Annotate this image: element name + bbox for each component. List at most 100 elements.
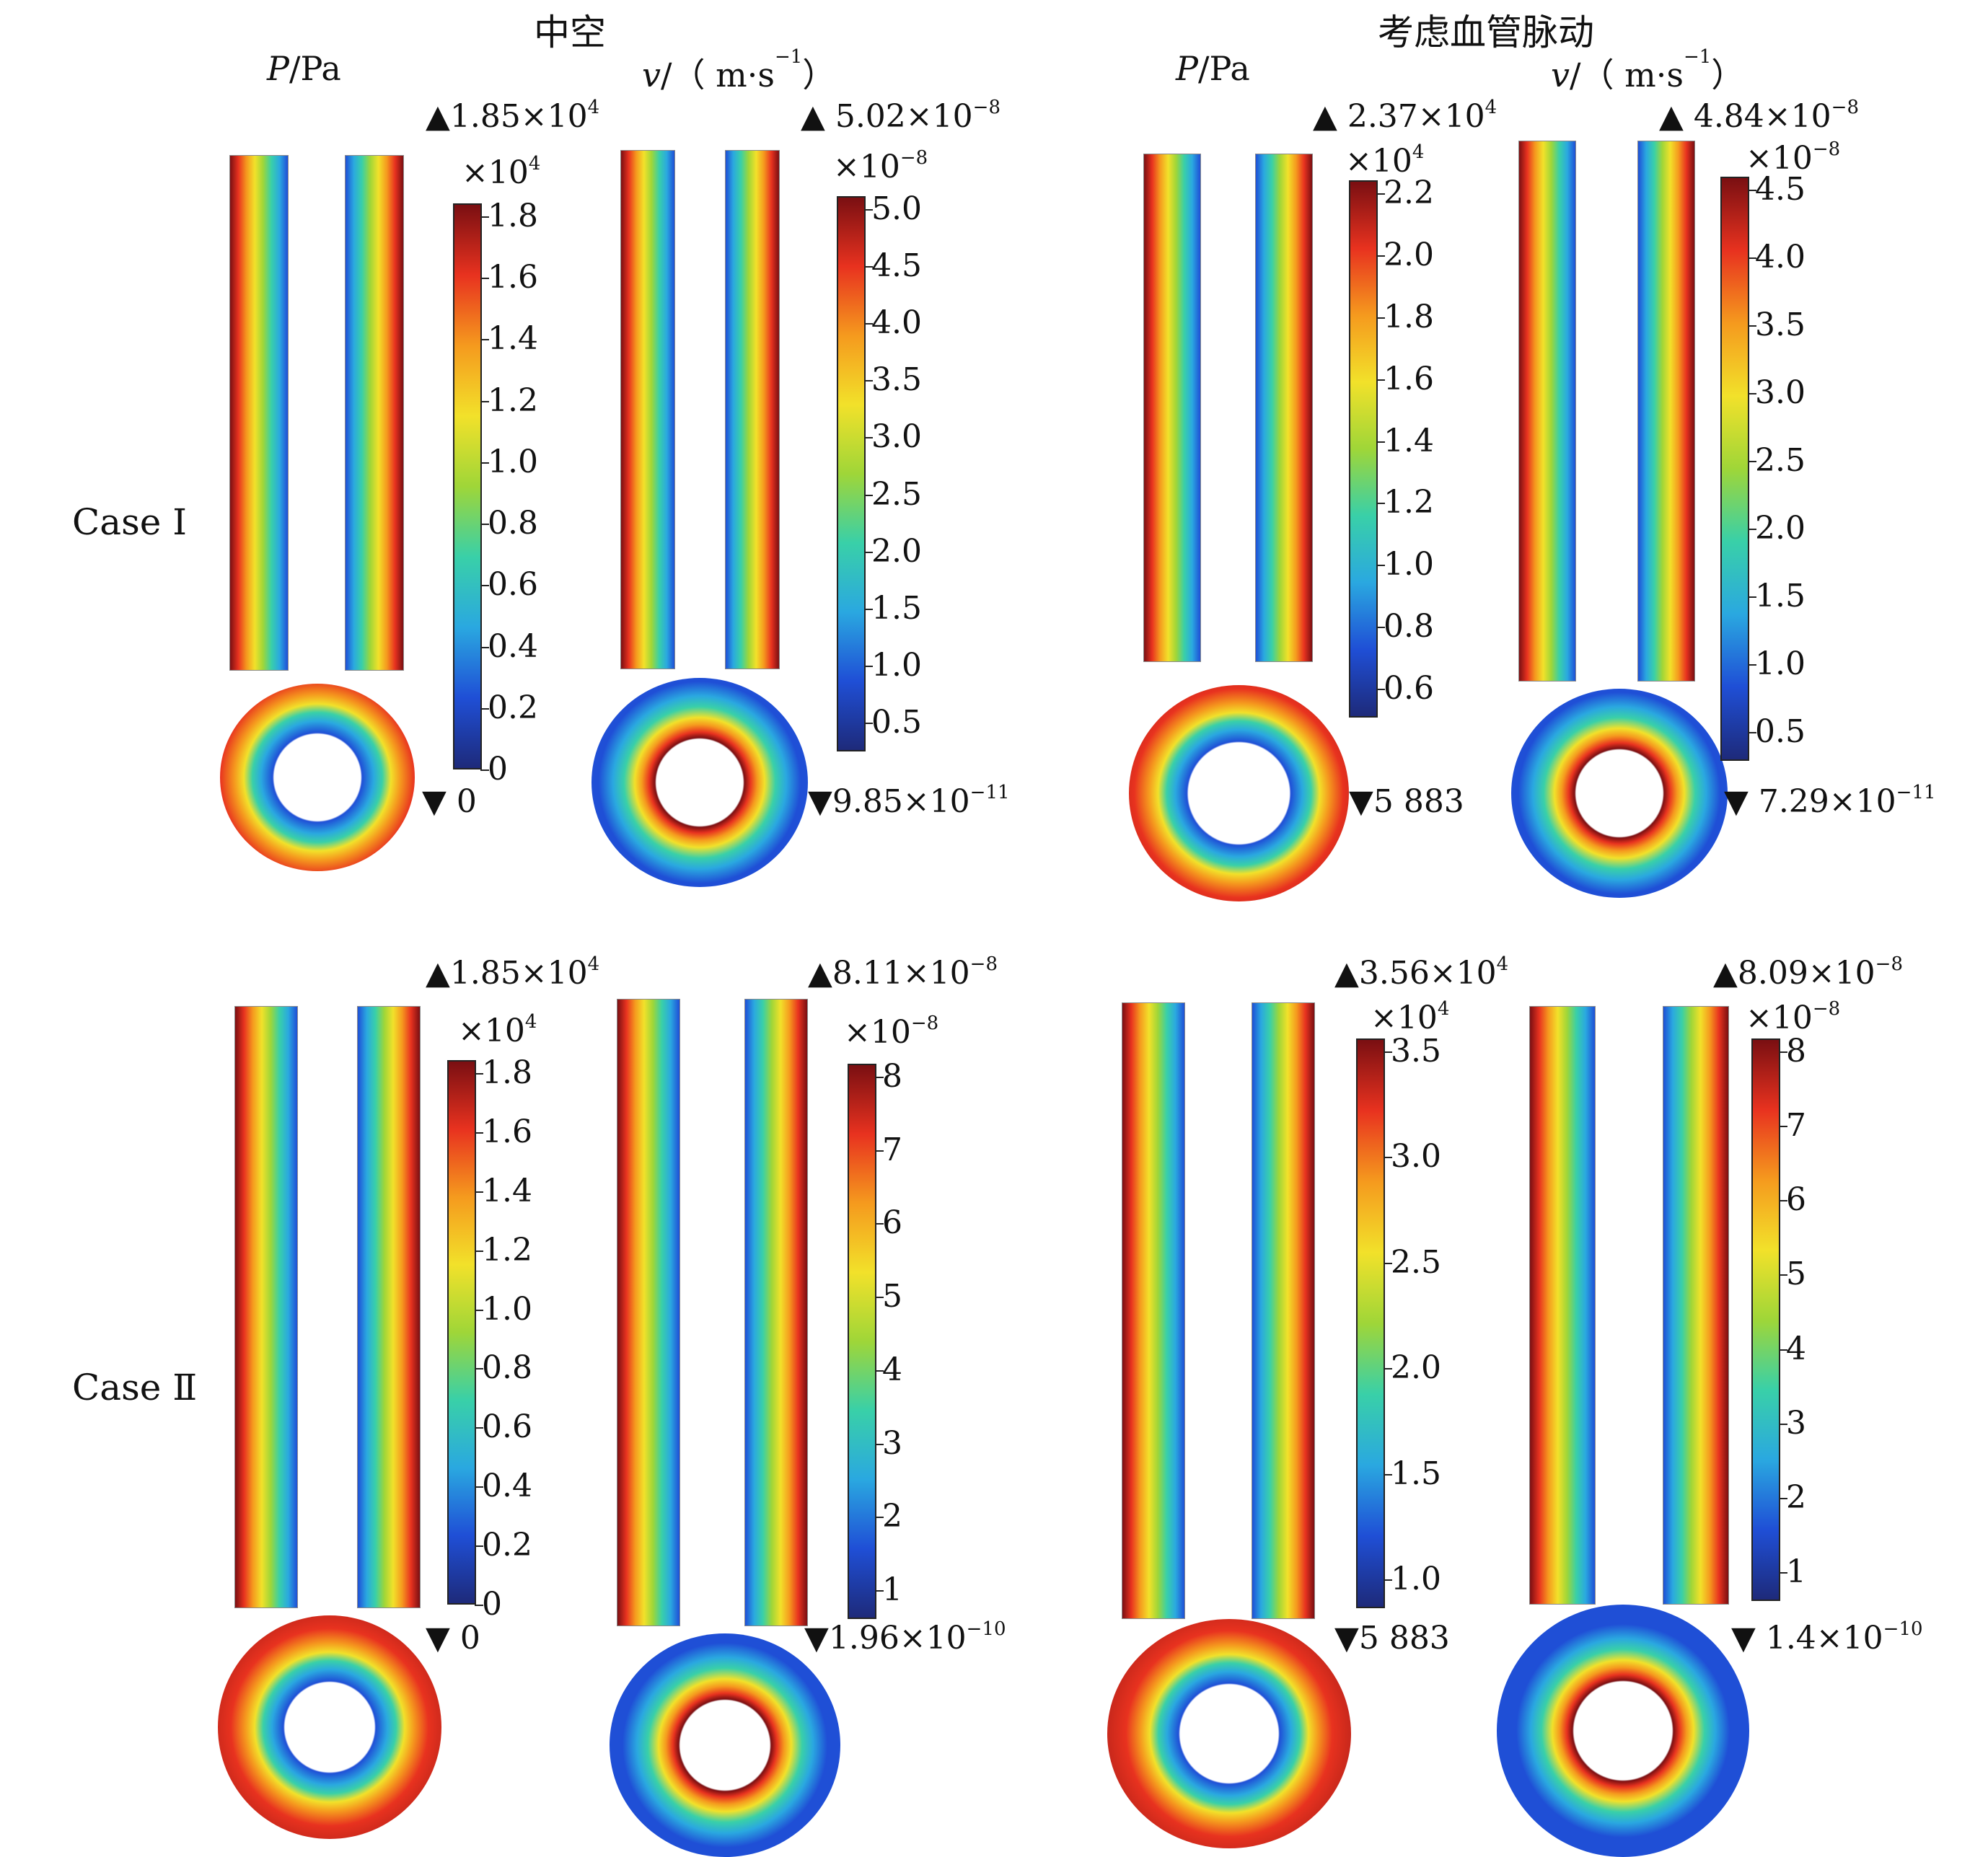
colorbar-tick-label: 0.6 xyxy=(488,566,538,604)
colorbar-tick-label: 1.0 xyxy=(1391,1561,1441,1597)
contour-panel-c2-hollow-v: 8 7 6 5 4 3 2 1 ×10−8 ▲8.11×10−8 ▼1.96×10−10 xyxy=(0,0,1006,1857)
colorbar-tick xyxy=(1376,255,1385,257)
min-value-label: ▼9.85×10−11 xyxy=(808,782,1010,820)
colorbar-tick xyxy=(1384,1368,1392,1370)
cross-section-disk xyxy=(1107,1619,1351,1848)
contour-panel-c2-pulse-v: 8 7 6 5 4 3 2 1 ×10−8 ▲8.09×10−8 ▼ 1.4×10−10 xyxy=(0,0,1923,1857)
colorbar-tick xyxy=(1376,441,1385,443)
colorbar-tick-label: 1.8 xyxy=(482,1054,532,1091)
colorbar-tick xyxy=(1384,1262,1392,1264)
colorbar-tick xyxy=(875,1590,884,1592)
colorbar-multiplier: ×10−8 xyxy=(1746,998,1841,1036)
colorbar-tick-label: 1.8 xyxy=(488,198,538,234)
colorbar-tick xyxy=(1376,689,1385,690)
max-value-label: ▲1.85×104 xyxy=(426,953,600,992)
colorbar-tick xyxy=(1779,1349,1787,1351)
tube-wall-left xyxy=(1529,1006,1596,1605)
cross-section-disk xyxy=(220,684,415,871)
tube-wall-left xyxy=(234,1006,298,1608)
colorbar-tick-label: 5 xyxy=(1786,1256,1806,1293)
colorbar-tick xyxy=(475,1132,483,1134)
colorbar-tick-label: 0.8 xyxy=(482,1349,532,1387)
colorbar-tick xyxy=(875,1369,884,1372)
cross-section-disk xyxy=(1497,1605,1749,1857)
max-value-label: ▲8.09×10−8 xyxy=(1713,953,1903,992)
cross-section-disk xyxy=(591,678,808,887)
case-label-2: Case Ⅱ xyxy=(72,1367,198,1408)
min-value-label: ▼1.96×10−10 xyxy=(804,1618,1006,1657)
colorbar-tick-label: 7 xyxy=(1786,1107,1806,1144)
colorbar-tick-label: 1.4 xyxy=(482,1172,532,1209)
colorbar-tick xyxy=(864,494,873,496)
contour-panel-c2-hollow-P: 1.8 1.6 1.4 1.2 1.0 0.8 0.6 0.4 0.2 0 ×104 ▲1.85×10… xyxy=(0,0,599,1839)
colorbar-tick-label: 3.5 xyxy=(871,361,922,399)
colorbar-tick-label: 1 xyxy=(1786,1553,1806,1590)
colorbar-tick-label: 0.5 xyxy=(871,704,922,741)
tube-wall-left xyxy=(617,999,680,1626)
colorbar-tick xyxy=(875,1297,884,1299)
colorbar-tick xyxy=(480,339,489,341)
tube-wall-right xyxy=(744,999,808,1626)
colorbar-tick-label: 1.8 xyxy=(1384,298,1434,335)
tube-wall-left xyxy=(1122,1002,1185,1619)
tube-wall-right xyxy=(1663,1006,1729,1605)
min-value-label: ▼ 7.29×10−11 xyxy=(1724,782,1936,820)
tube-wall-right xyxy=(1252,1002,1315,1619)
colorbar-tick xyxy=(1376,317,1385,319)
colorbar xyxy=(848,1064,876,1619)
colorbar-tick xyxy=(864,323,873,325)
colorbar-tick-label: 2.0 xyxy=(1384,236,1434,273)
colorbar-tick xyxy=(1376,503,1385,505)
colorbar-tick-label: 5.0 xyxy=(871,190,922,227)
colorbar-tick xyxy=(875,1077,884,1078)
colorbar-tick xyxy=(475,1073,483,1075)
colorbar xyxy=(1720,177,1749,761)
colorbar xyxy=(1356,1038,1385,1608)
colorbar-tick xyxy=(480,524,489,526)
colorbar-tick xyxy=(1384,1051,1392,1053)
colorbar xyxy=(837,196,866,751)
colorbar-tick xyxy=(475,1250,483,1252)
colorbar-multiplier: ×10−8 xyxy=(1746,138,1841,177)
colorbar-tick xyxy=(1384,1579,1392,1581)
colorbar-tick-label: 4 xyxy=(1786,1330,1806,1367)
colorbar-tick-label: 1.4 xyxy=(1384,422,1434,459)
colorbar xyxy=(453,203,482,769)
contour-panel-c1-pulse-v: 4.5 4.0 3.5 3.0 2.5 2.0 1.5 1.0 0.5 ×10−8 ▲ 4.84×1… xyxy=(0,0,1936,898)
colorbar-tick xyxy=(1748,461,1756,462)
group-title-pulsation: 考虑血管脉动 xyxy=(1378,12,1594,53)
contour-panel-c1-hollow-v: 5.0 4.5 4.0 3.5 3.0 2.5 2.0 1.5 1.0 0.5 ×10−8 ▲ 5.0… xyxy=(0,0,1010,887)
colorbar-tick xyxy=(1748,732,1756,733)
colorbar-tick xyxy=(1779,1274,1787,1276)
colorbar-tick xyxy=(864,723,873,724)
colorbar-tick xyxy=(1779,1200,1787,1202)
colorbar-tick-label: 6 xyxy=(1786,1181,1806,1219)
colorbar-tick xyxy=(475,1368,483,1370)
colorbar-tick-label: 1.2 xyxy=(488,381,538,419)
colorbar-tick xyxy=(480,646,489,648)
contour-panel-c1-pulse-P: 2.2 2.0 1.8 1.6 1.4 1.2 1.0 0.8 0.6 ×104 ▲ 2.37×10… xyxy=(0,0,1497,901)
tube-wall-right xyxy=(357,1006,421,1608)
colorbar-tick-label: 0.4 xyxy=(482,1468,532,1505)
colorbar-tick xyxy=(480,769,489,771)
colorbar-tick-label: 1 xyxy=(882,1571,902,1608)
colorbar-tick-label: 1.0 xyxy=(871,646,922,684)
colorbar-tick-label: 1.0 xyxy=(482,1290,532,1328)
colorbar-tick-label: 4.0 xyxy=(871,304,922,342)
colorbar-tick xyxy=(1748,393,1756,394)
colorbar-tick-label: 4 xyxy=(882,1351,902,1388)
group-title-hollow: 中空 xyxy=(534,12,606,53)
colorbar-tick xyxy=(1748,325,1756,327)
cross-section-disk xyxy=(1129,685,1349,901)
contour-panel-c2-pulse-P: 3.5 3.0 2.5 2.0 1.5 1.0 ×104 ▲3.56×104 ▼5 883 xyxy=(0,0,1508,1848)
colorbar-tick-label: 1.0 xyxy=(1384,546,1434,583)
colorbar-tick-label: 2.2 xyxy=(1384,175,1434,211)
colorbar-tick-label: 3 xyxy=(882,1424,902,1462)
colorbar-tick-label: 5 xyxy=(882,1278,902,1315)
colorbar-tick-label: 0.4 xyxy=(488,627,538,665)
colorbar-tick-label: 1.6 xyxy=(482,1113,532,1150)
colorbar-multiplier: ×104 xyxy=(1345,141,1425,180)
colorbar-tick xyxy=(1779,1051,1787,1053)
colorbar-tick xyxy=(864,380,873,382)
colorbar-tick-label: 2.0 xyxy=(871,532,922,570)
